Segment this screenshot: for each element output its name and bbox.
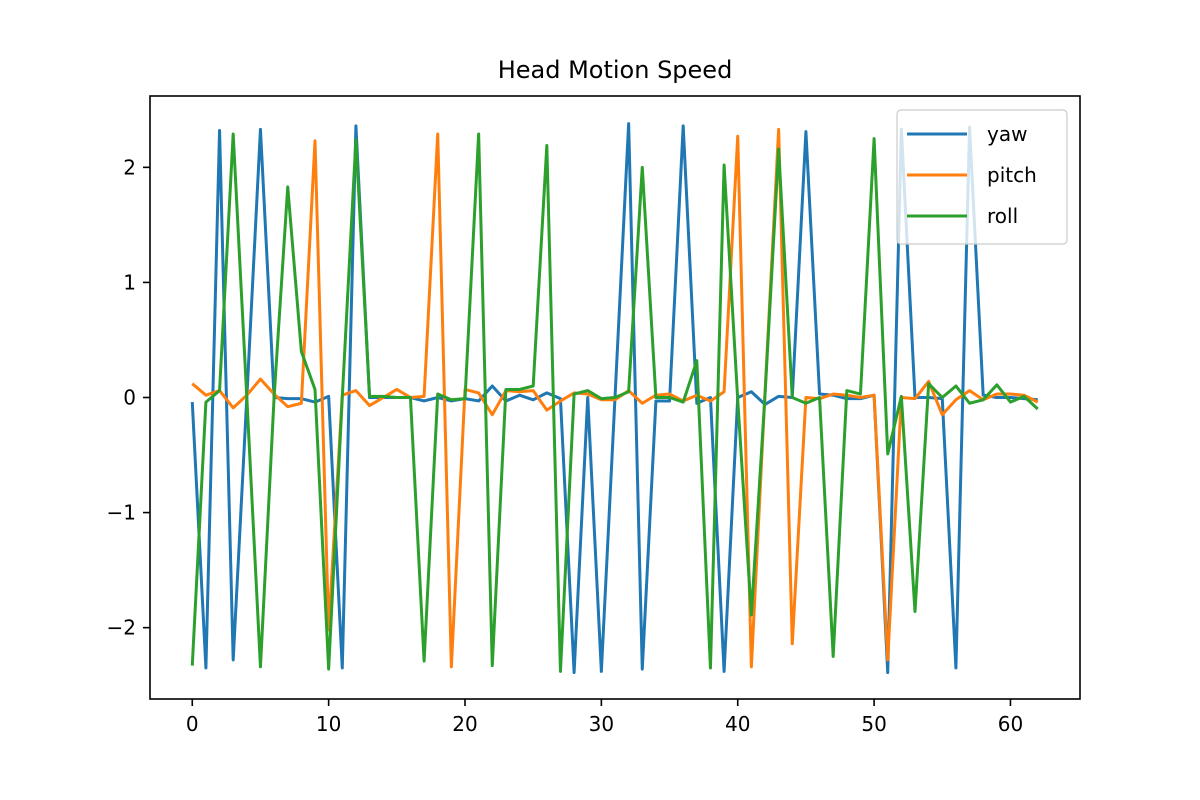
chart-title: Head Motion Speed [498, 56, 733, 84]
legend-label-yaw: yaw [987, 122, 1027, 146]
y-tick-label: 1 [123, 270, 136, 294]
x-tick-label: 40 [725, 712, 750, 736]
y-tick-label: 0 [123, 386, 136, 410]
series-line-roll [190, 132, 1039, 673]
series-layer [190, 122, 1039, 675]
x-tick-label: 50 [861, 712, 886, 736]
legend-box [896, 109, 1068, 245]
legend-label-roll: roll [987, 204, 1018, 228]
y-tick-label: −1 [107, 501, 136, 525]
y-tick-label: 2 [123, 155, 136, 179]
x-axis: 0 10 20 30 40 50 60 [186, 699, 1023, 736]
x-tick-label: 20 [452, 712, 477, 736]
y-axis: −2 −1 0 1 2 [107, 155, 150, 640]
x-tick-label: 60 [998, 712, 1023, 736]
x-tick-label: 0 [186, 712, 199, 736]
x-tick-label: 30 [589, 712, 614, 736]
legend: yaw pitch roll [896, 109, 1068, 245]
y-tick-label: −2 [107, 616, 136, 640]
legend-label-pitch: pitch [987, 163, 1037, 187]
x-tick-label: 10 [316, 712, 341, 736]
